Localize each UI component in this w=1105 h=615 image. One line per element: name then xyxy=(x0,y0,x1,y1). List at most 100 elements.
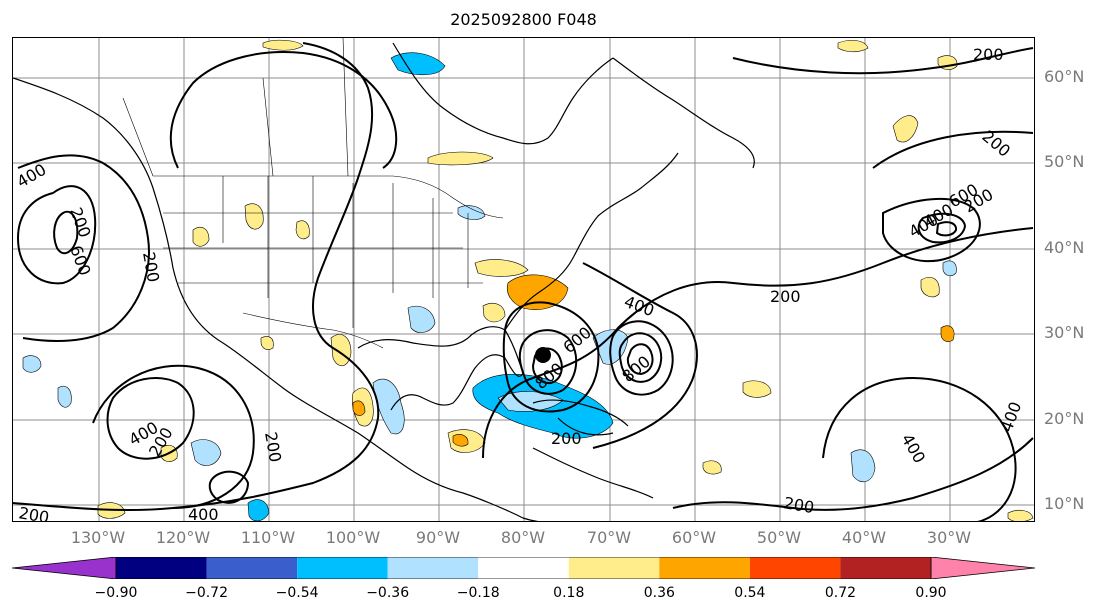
colorbar-segment xyxy=(659,557,750,579)
us-mexico-border xyxy=(242,312,384,349)
contour-400-pacific xyxy=(16,185,97,285)
contour-200-north xyxy=(169,51,398,169)
mexico-orange-area xyxy=(352,400,366,416)
central-america-orange-area xyxy=(452,434,469,447)
colorbar-tick-label: 0.72 xyxy=(824,585,857,601)
contour-800-north-atlantic xyxy=(935,221,958,237)
contour-label: 200 xyxy=(66,205,94,240)
canada-blue-area xyxy=(390,52,446,76)
west-pacific-light-blue-area xyxy=(22,355,42,373)
carolinas-orange-area xyxy=(506,274,569,310)
rockies-yellow-area-3 xyxy=(295,220,310,240)
contour-label: 400 xyxy=(188,505,219,522)
mid-atlantic-yellow-area xyxy=(474,259,529,277)
contour-label: 400 xyxy=(622,292,657,320)
borders xyxy=(122,38,504,349)
atlantic-east-yellow-area xyxy=(920,277,940,298)
lat-label-20n: 20°N xyxy=(1044,409,1085,428)
contour-400-storm-east xyxy=(609,320,674,396)
pacific-coastline xyxy=(13,77,539,521)
colorbar-outline xyxy=(115,557,932,579)
lat-label-50n: 50°N xyxy=(1044,152,1085,171)
lat-label-40n: 40°N xyxy=(1044,238,1085,257)
lon-label-110w: 110°W xyxy=(240,528,296,547)
east-coastline xyxy=(504,152,679,331)
mexico-west-yellow-area xyxy=(330,334,352,366)
hispaniola-coastline xyxy=(557,417,614,436)
contours xyxy=(13,42,1034,521)
map-title: 2025092800 F048 xyxy=(450,10,597,29)
labrador-coastline xyxy=(612,57,755,169)
contour-label: 200 xyxy=(770,287,801,306)
colorbar-tick-label: 0.54 xyxy=(734,585,766,601)
lon-label-40w: 40°W xyxy=(841,528,887,547)
gulf-coastline xyxy=(357,326,524,411)
colorbar-tick-label: 0.18 xyxy=(553,585,585,601)
contour-label: 200 xyxy=(782,493,815,517)
lon-label-130w: 130°W xyxy=(70,528,126,547)
colorbar-segment xyxy=(568,557,660,579)
north-atlantic-yellow-area xyxy=(837,39,869,53)
atlantic-se-yellow-area xyxy=(1007,509,1034,521)
contour-label: 600 xyxy=(66,243,94,278)
atlantic-north-yellow-area xyxy=(892,115,919,143)
contour-600-storm-east xyxy=(618,332,663,383)
colorbar-segment xyxy=(297,557,388,579)
atlantic-east-light-blue-area xyxy=(850,449,876,483)
contour-400-small xyxy=(208,470,250,504)
contour-600-storm xyxy=(518,329,578,395)
storm-center-marker xyxy=(535,347,551,363)
contour-label: 200 xyxy=(973,45,1004,64)
contour-400-north-atlantic xyxy=(882,197,981,263)
colorbar-segments xyxy=(116,557,931,579)
state-borders-vertical xyxy=(222,176,469,328)
shading-warm xyxy=(97,39,1034,521)
canada-yellow-area xyxy=(427,151,494,166)
contour-label: 200 xyxy=(551,429,582,448)
contour-200-west xyxy=(13,42,380,512)
southeast-yellow-area xyxy=(482,303,506,323)
contour-200-atlantic xyxy=(482,227,1034,459)
weather-map: 200 200 400 200 600 400 200 400 600 800 … xyxy=(13,38,1034,522)
colorbar-segment xyxy=(116,557,207,579)
colorbar-tick-label: 0.90 xyxy=(915,585,947,601)
contour-label: 400 xyxy=(997,399,1025,434)
contour-label: 200 xyxy=(139,250,163,283)
atlantic-east-light-blue-area-2 xyxy=(942,260,957,277)
colorbar-segment xyxy=(387,557,479,579)
contour-200-pacific-west xyxy=(17,154,150,342)
colorbar-over-triangle xyxy=(930,557,1035,579)
atlantic-central-yellow-area xyxy=(742,380,772,398)
colorbar-segment xyxy=(478,557,569,579)
contour-200-north-atlantic xyxy=(872,130,1034,169)
map-panel: 200 200 400 200 600 400 200 400 600 800 … xyxy=(12,37,1035,522)
cuba-coastline xyxy=(532,399,629,427)
contour-600-north-atlantic xyxy=(917,212,967,244)
pacific-blue-area xyxy=(247,499,270,521)
lat-label-60n: 60°N xyxy=(1044,67,1085,86)
us-canada-border xyxy=(153,175,504,219)
contour-400-atlantic xyxy=(582,262,698,449)
baja-yellow-area xyxy=(260,336,274,350)
colorbar-tick-label: −0.36 xyxy=(366,585,410,601)
contour-400-atlantic-south xyxy=(822,376,1017,521)
lon-label-80w: 80°W xyxy=(500,528,546,547)
atlantic-east-orange-area xyxy=(940,325,955,342)
colorbar-tick-label: −0.90 xyxy=(94,585,138,601)
lon-label-120w: 120°W xyxy=(155,528,211,547)
west-pacific-light-blue-area-2 xyxy=(57,385,72,408)
contour-200-north-labrador xyxy=(732,47,1034,75)
lon-label-90w: 90°W xyxy=(415,528,461,547)
contour-200-pacific-south xyxy=(92,364,255,509)
contour-400-pacific-south xyxy=(106,377,195,460)
contour-600-pacific xyxy=(53,210,79,255)
colorbar-tick-label: −0.72 xyxy=(185,585,228,601)
north-yellow-area xyxy=(262,39,304,51)
lon-label-60w: 60°W xyxy=(671,528,717,547)
colorbar-segment xyxy=(840,557,931,579)
lat-label-30n: 30°N xyxy=(1044,323,1085,342)
great-lakes-light-blue-area xyxy=(457,205,486,220)
colorbar-tick-label: −0.18 xyxy=(456,585,500,601)
rockies-yellow-area-2 xyxy=(244,203,264,230)
lat-label-10n: 10°N xyxy=(1044,494,1085,513)
